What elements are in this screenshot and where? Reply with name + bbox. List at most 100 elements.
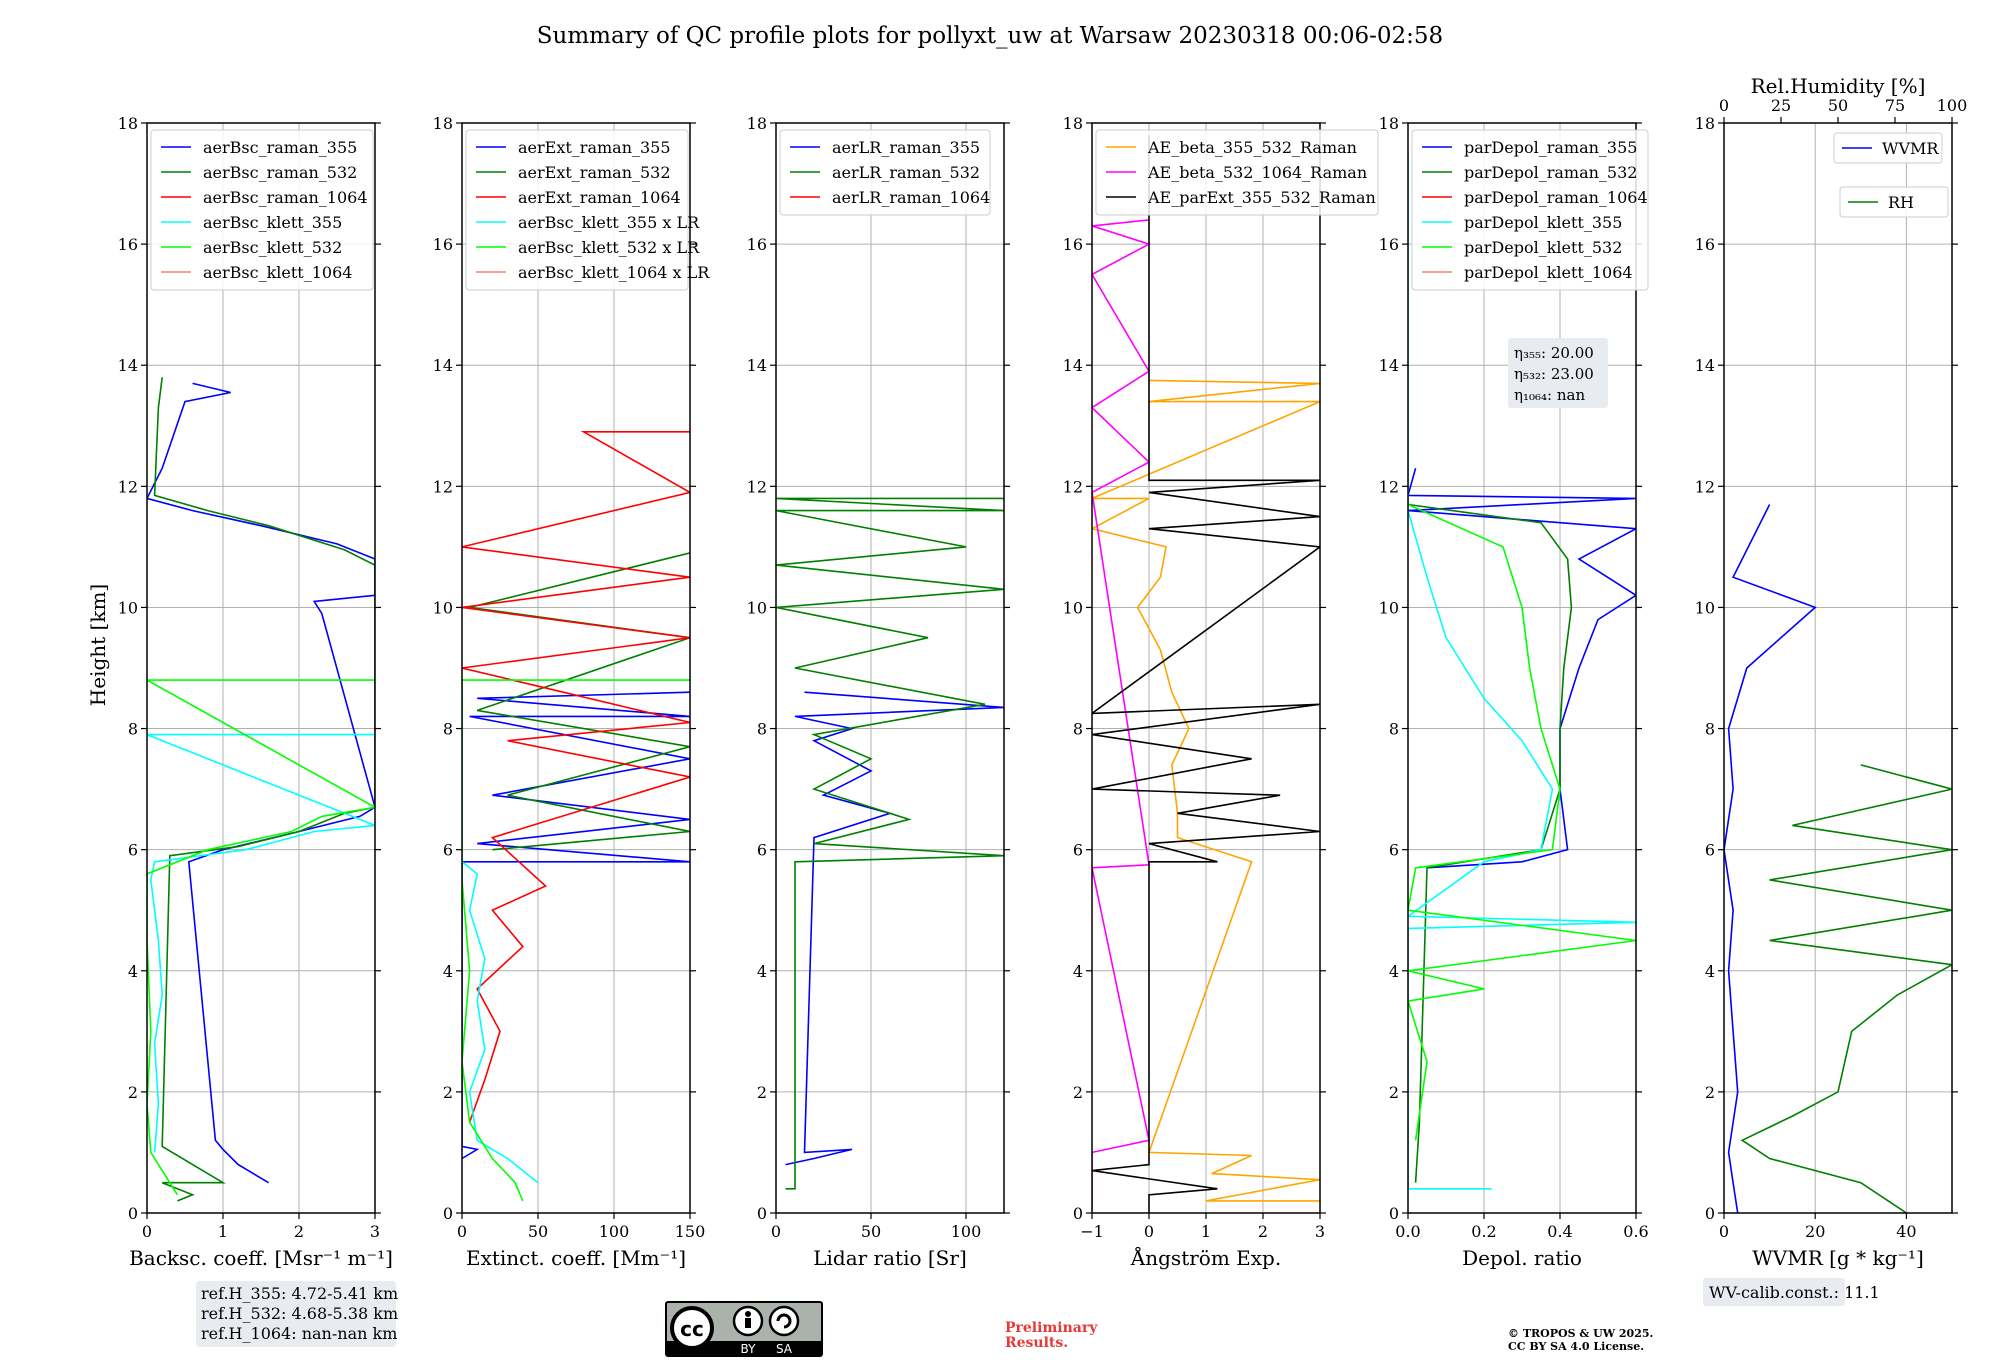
eta-annotation-line: η₃₅₅: 20.00	[1514, 344, 1594, 362]
legend-label: aerBsc_klett_355 x LR	[518, 213, 700, 232]
legend-label: aerBsc_klett_1064	[203, 263, 352, 282]
series-line-aerExt_raman_1064	[462, 431, 690, 1123]
y-tick-label: 2	[1073, 1083, 1083, 1102]
y-tick-label: 0	[443, 1204, 453, 1223]
y-tick-label: 18	[1695, 114, 1715, 133]
y-tick-label: 2	[128, 1083, 138, 1102]
x-tick-label: −1	[1080, 1222, 1104, 1241]
y-tick-label: 6	[128, 841, 138, 860]
x-axis-label: Backsc. coeff. [Msr⁻¹ m⁻¹]	[129, 1246, 393, 1270]
legend-label: parDepol_raman_532	[1464, 163, 1637, 182]
series-line-aerBsc_klett_532 x LR	[462, 679, 690, 1202]
x-axis-label: Ångström Exp.	[1130, 1245, 1281, 1270]
legend-label: parDepol_klett_1064	[1464, 263, 1633, 282]
legend-label: aerLR_raman_1064	[832, 188, 990, 207]
legend-label: aerBsc_klett_532 x LR	[518, 238, 700, 257]
series-line-AE_beta_355_532_Raman	[1092, 379, 1320, 1202]
panel-3: 0 2 4 6 8 10 12 14 16 18 0 50 100 Lidar ratio [Sr] aer…	[747, 114, 1010, 1270]
legend-label: AE_beta_355_532_Raman	[1147, 138, 1357, 157]
x-tick-label: 0.6	[1623, 1222, 1648, 1241]
preliminary-line1: Preliminary	[1005, 1320, 1098, 1336]
y-tick-label: 12	[747, 477, 767, 496]
x-axis-label: WVMR [g * kg⁻¹]	[1752, 1246, 1924, 1270]
y-tick-label: 4	[757, 962, 767, 981]
eta-annotation-line: η₅₃₂: 23.00	[1514, 365, 1594, 383]
y-tick-label: 12	[1063, 477, 1083, 496]
x-tick-label: 3	[1315, 1222, 1325, 1241]
series-line-aerBsc_raman_532	[153, 377, 375, 1202]
legend-label: aerExt_raman_532	[518, 163, 671, 182]
legend-box	[1095, 129, 1379, 216]
legend-label: aerBsc_raman_532	[203, 163, 357, 182]
series-line-parDepol_klett_532	[1408, 503, 1636, 1141]
series-line-parDepol_raman_355	[1408, 467, 1636, 869]
panel-5: 0 2 4 6 8 10 12 14 16 18 0.0 0.2 0.4 0.6 Depol. ratio p…	[1379, 114, 1649, 1270]
top-x-tick-label: 25	[1771, 96, 1791, 115]
x-tick-label: 0	[1719, 1222, 1729, 1241]
axes-frame	[1091, 122, 1321, 1214]
x-tick-label: 0.2	[1471, 1222, 1496, 1241]
y-tick-label: 6	[443, 841, 453, 860]
x-tick-label: 150	[675, 1222, 706, 1241]
series-line-parDepol_raman_532	[1408, 503, 1573, 1183]
y-tick-label: 16	[118, 235, 138, 254]
y-tick-label: 14	[1379, 356, 1399, 375]
series-line-aerBsc_klett_355	[147, 733, 375, 1153]
y-tick-label: 16	[1063, 235, 1083, 254]
y-tick-label: 10	[747, 598, 767, 617]
y-tick-label: 10	[1379, 598, 1399, 617]
y-tick-label: 10	[1695, 598, 1715, 617]
legend-box	[1833, 132, 1943, 164]
y-tick-label: 18	[1379, 114, 1399, 133]
y-tick-label: 18	[118, 114, 138, 133]
series-line-aerExt_raman_532	[469, 552, 690, 851]
legend-box	[1839, 186, 1949, 218]
copyright-line2: CC BY SA 4.0 License.	[1508, 1340, 1644, 1353]
legend-label: parDepol_klett_532	[1464, 238, 1622, 257]
y-tick-label: 2	[443, 1083, 453, 1102]
figure-title: Summary of QC profile plots for pollyxt_…	[537, 23, 1443, 49]
series-line-AE_beta_532_1064_Raman	[1092, 219, 1152, 1210]
x-tick-label: 0	[1144, 1222, 1154, 1241]
x-tick-label: 2	[1258, 1222, 1268, 1241]
eta-annotation-box	[1508, 338, 1608, 408]
y-tick-label: 14	[747, 356, 767, 375]
y-tick-label: 2	[1705, 1083, 1715, 1102]
y-tick-label: 18	[747, 114, 767, 133]
top-x-tick-label: 75	[1885, 96, 1905, 115]
axes-frame	[775, 122, 1005, 1214]
y-tick-label: 6	[1073, 841, 1083, 860]
ref-height-355: ref.H_355: 4.72-5.41 km	[201, 1284, 398, 1303]
y-tick-label: 4	[1073, 962, 1083, 981]
series-line-WVMR	[1724, 504, 1817, 1213]
top-x-tick-label: 100	[1937, 96, 1968, 115]
y-tick-label: 14	[118, 356, 138, 375]
y-tick-label: 6	[1389, 841, 1399, 860]
x-tick-label: 0.4	[1547, 1222, 1572, 1241]
y-tick-label: 14	[1695, 356, 1715, 375]
legend-label: AE_beta_532_1064_Raman	[1147, 163, 1367, 182]
legend-label: parDepol_klett_355	[1464, 213, 1622, 232]
x-tick-label: 1	[1201, 1222, 1211, 1241]
legend-label: WVMR	[1882, 139, 1939, 158]
y-tick-label: 2	[1389, 1083, 1399, 1102]
panel-2: 0 2 4 6 8 10 12 14 16 18 0 50 100 150 Extinct. coeff. …	[433, 114, 711, 1270]
x-tick-label: 50	[861, 1222, 881, 1241]
eta-annotation-line: η₁₀₆₄: nan	[1514, 386, 1585, 404]
y-tick-label: 8	[1705, 720, 1715, 739]
cc-badge-by: BY	[741, 1342, 757, 1356]
x-axis-label: Extinct. coeff. [Mm⁻¹]	[466, 1246, 686, 1270]
y-tick-label: 0	[1389, 1204, 1399, 1223]
x-tick-label: 50	[528, 1222, 548, 1241]
y-tick-label: 0	[1073, 1204, 1083, 1223]
top-axis-label: Rel.Humidity [%]	[1751, 74, 1926, 98]
legend-label: aerExt_raman_355	[518, 138, 671, 157]
series-line-AE_parExt_355_532_Raman	[1092, 135, 1320, 1213]
axes-frame	[1723, 122, 1953, 1214]
legend-box	[779, 129, 991, 216]
